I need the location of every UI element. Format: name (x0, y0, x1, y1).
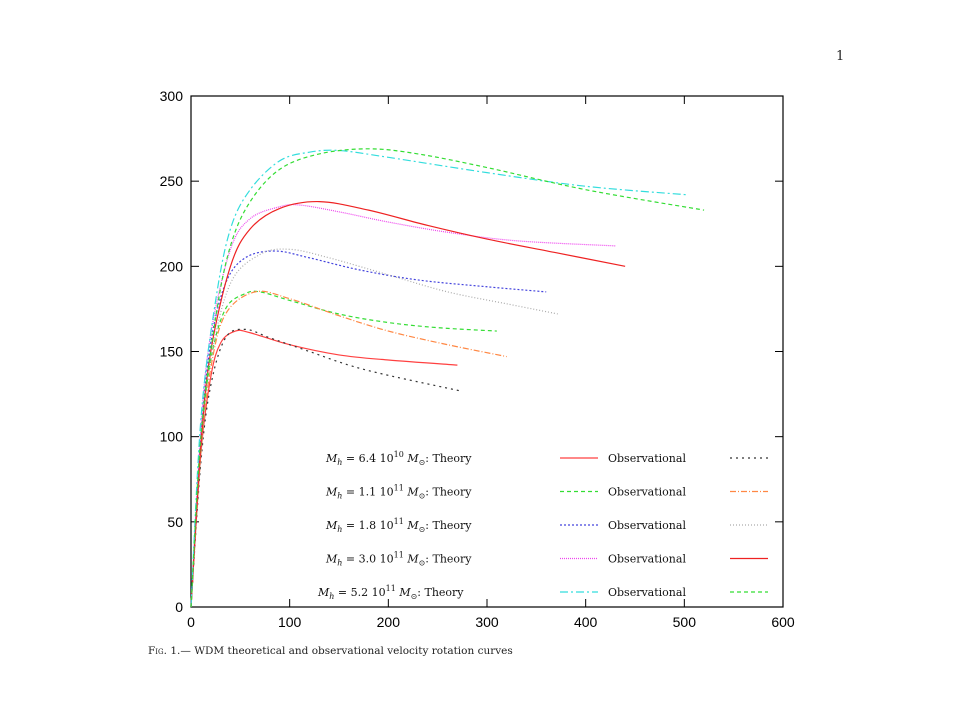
legend-theory-label: Mh = 1.8 1011 M⊙: Theory (325, 517, 472, 534)
x-tick-label: 400 (574, 614, 598, 630)
legend-observational-label: Observational (608, 553, 686, 566)
observational-curve-2 (190, 290, 507, 608)
x-tick-label: 0 (187, 614, 195, 630)
x-tick-label: 300 (475, 614, 499, 630)
x-tick-label: 600 (771, 614, 795, 630)
y-tick-label: 300 (160, 88, 184, 104)
legend-theory-label: Mh = 1.1 1011 M⊙: Theory (325, 484, 472, 501)
legend-observational-label: Observational (608, 519, 686, 532)
x-tick-label: 200 (377, 614, 401, 630)
legend-theory-label: Mh = 3.0 1011 M⊙: Theory (325, 551, 472, 568)
x-tick-label: 100 (278, 614, 302, 630)
y-tick-label: 250 (160, 173, 184, 189)
caption-text: WDM theoretical and observational veloci… (194, 645, 513, 657)
theory-curve-5 (190, 149, 688, 608)
y-tick-label: 150 (160, 344, 184, 360)
theory-curve-4 (190, 203, 616, 608)
y-tick-label: 0 (175, 599, 183, 615)
legend-theory-label: Mh = 6.4 1010 M⊙: Theory (325, 450, 472, 467)
page-number: 1 (836, 49, 845, 64)
y-tick-label: 50 (167, 514, 183, 530)
observational-curve-5 (190, 148, 705, 608)
figure-label: Fig. 1.— (148, 645, 191, 657)
observational-curve-4 (190, 201, 626, 608)
y-tick-label: 100 (160, 429, 184, 445)
y-tick-label: 200 (160, 258, 184, 274)
legend-observational-label: Observational (608, 486, 686, 499)
legend-theory-label: Mh = 5.2 1011 M⊙: Theory (317, 584, 464, 601)
figure-caption: Fig. 1.— WDM theoretical and observation… (148, 645, 513, 657)
legend-observational-label: Observational (608, 586, 686, 599)
legend-observational-label: Observational (608, 452, 686, 465)
x-tick-label: 500 (673, 614, 697, 630)
